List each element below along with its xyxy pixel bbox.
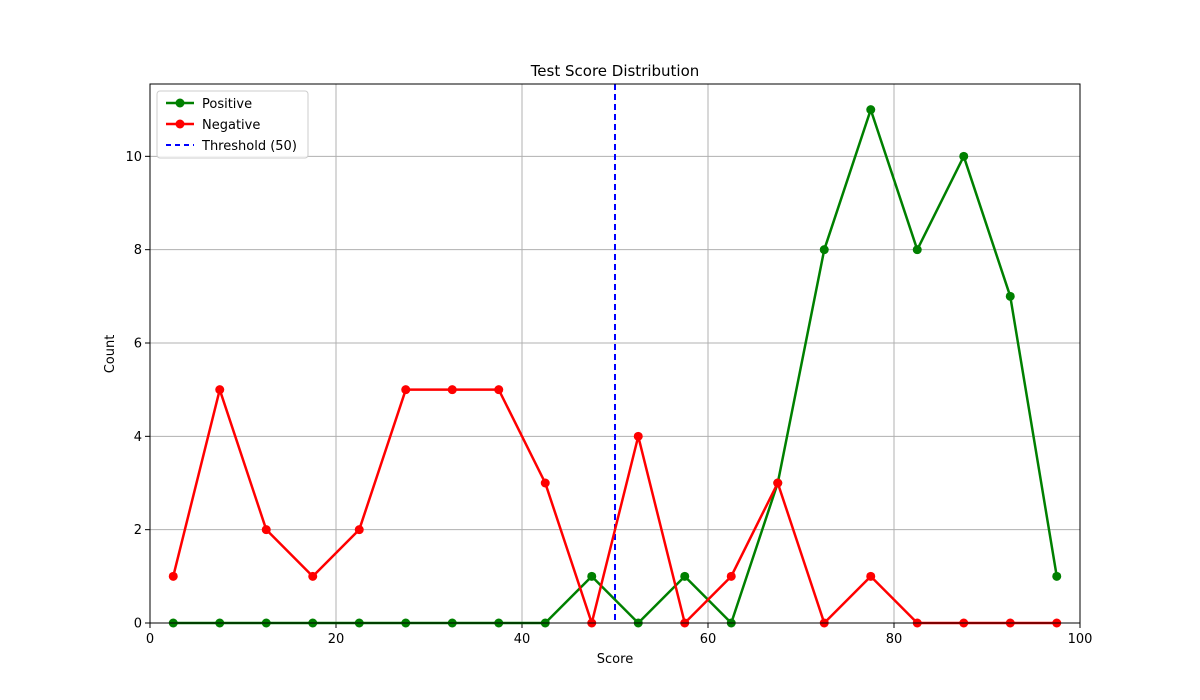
point-negative-8 — [540, 478, 550, 488]
point-negative-5 — [401, 385, 411, 395]
point-positive-11 — [680, 571, 690, 581]
point-negative-12 — [726, 571, 736, 581]
y-tick-label-8: 8 — [134, 243, 142, 258]
point-positive-14 — [819, 245, 829, 255]
point-negative-1 — [215, 385, 225, 395]
legend-entry-negative: Negative — [166, 118, 260, 133]
y-tick-label-2: 2 — [134, 523, 142, 538]
y-ticks: 0 2 4 6 8 10 — [125, 150, 150, 632]
point-negative-0 — [168, 571, 178, 581]
x-tick-label-0: 0 — [146, 632, 154, 647]
point-negative-7 — [494, 385, 504, 395]
x-tick-label-40: 40 — [514, 632, 531, 647]
x-axis-label: Score — [597, 652, 633, 667]
point-positive-17 — [959, 151, 969, 161]
point-positive-15 — [866, 105, 876, 115]
point-negative-10 — [633, 431, 643, 441]
point-positive-19 — [1052, 571, 1062, 581]
x-tick-label-20: 20 — [328, 632, 345, 647]
x-tick-label-100: 100 — [1068, 632, 1093, 647]
point-positive-18 — [1005, 291, 1015, 301]
series-line-negative — [172, 388, 1057, 625]
legend-entry-threshold: Threshold (50) — [166, 139, 297, 154]
point-positive-9 — [587, 571, 597, 581]
legend-entry-positive: Positive — [166, 97, 252, 112]
point-positive-16 — [912, 245, 922, 255]
legend-label-negative: Negative — [202, 118, 260, 133]
y-tick-label-10: 10 — [125, 150, 142, 165]
point-negative-13 — [773, 478, 783, 488]
y-tick-label-4: 4 — [134, 430, 142, 445]
legend-marker-positive — [175, 98, 185, 108]
x-ticks: 0 20 40 60 80 100 — [146, 623, 1093, 647]
point-negative-4 — [354, 525, 364, 535]
y-tick-label-0: 0 — [134, 617, 142, 632]
point-negative-2 — [261, 525, 271, 535]
chart-title: Test Score Distribution — [530, 62, 700, 80]
y-tick-label-6: 6 — [134, 337, 142, 352]
legend-marker-negative — [175, 119, 185, 129]
legend: Positive Negative Threshold (50) — [156, 90, 309, 159]
point-negative-3 — [308, 571, 318, 581]
point-negative-6 — [447, 385, 457, 395]
legend-label-threshold: Threshold (50) — [201, 139, 297, 154]
point-negative-15 — [866, 571, 876, 581]
x-tick-label-60: 60 — [700, 632, 717, 647]
plot-frame — [149, 83, 1081, 624]
x-tick-label-80: 80 — [886, 632, 903, 647]
legend-frame — [156, 90, 309, 159]
y-axis-label: Count — [103, 335, 118, 374]
legend-label-positive: Positive — [202, 97, 252, 112]
